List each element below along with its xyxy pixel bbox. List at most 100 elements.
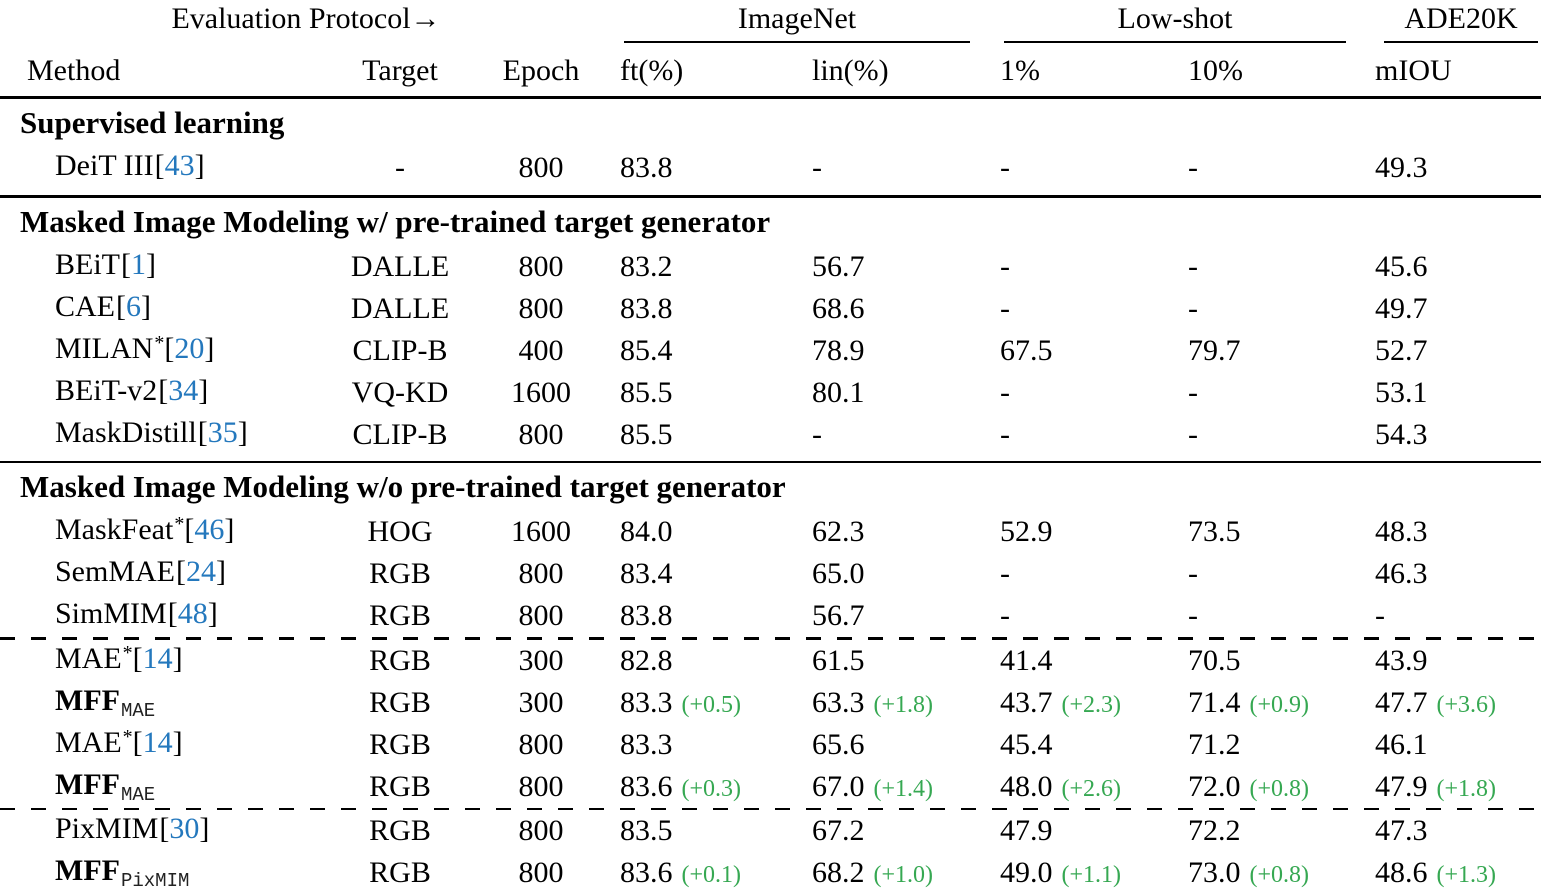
lin-value: 65.0 (812, 557, 865, 590)
lin-cell: 78.9 (812, 334, 1000, 368)
epoch-cell: 800 (518, 599, 564, 632)
method-cell: MAE*[14] (0, 642, 330, 680)
lowshot1-delta: (+2.3) (1061, 691, 1122, 718)
target-cell: RGB (369, 557, 431, 590)
table-row: BEiT-v2[34] VQ-KD 1600 85.5 80.1 - - 53.… (0, 372, 1541, 414)
column-header-epoch: Epoch (502, 54, 580, 87)
column-header-miou: mIOU (1375, 54, 1452, 87)
ft-cell: 83.8 (612, 151, 812, 185)
method-cell: MaskDistill[35] (0, 416, 330, 454)
citation-link[interactable]: 6 (126, 289, 141, 323)
lowshot1-value: - (1000, 249, 1010, 283)
miou-cell: - (1375, 599, 1541, 633)
target-cell: CLIP-B (352, 417, 448, 451)
epoch-cell: 800 (518, 727, 564, 761)
asterisk-superscript: * (122, 725, 133, 748)
lin-cell: 65.0 (812, 557, 1000, 591)
lin-value: 63.3 (812, 685, 865, 719)
miou-value: 45.6 (1375, 249, 1428, 283)
table-row: MILAN*[20] CLIP-B 400 85.4 78.9 67.5 79.… (0, 330, 1541, 372)
column-header-10pct: 10% (1188, 54, 1243, 87)
table-row: SimMIM[48] RGB 800 83.8 56.7 - - - (0, 595, 1541, 637)
cite-bracket-close: ] (141, 289, 151, 323)
miou-cell: 52.7 (1375, 334, 1541, 368)
citation-link[interactable]: 24 (186, 555, 216, 588)
citation-link[interactable]: 34 (168, 373, 199, 407)
ft-value: 83.6 (620, 769, 673, 803)
cite-bracket-close: ] (194, 149, 205, 182)
citation-link[interactable]: 20 (174, 331, 205, 365)
method-name: MAE (55, 725, 122, 759)
lin-cell: 62.3 (812, 515, 1000, 549)
miou-value: 49.7 (1375, 291, 1428, 325)
lin-cell: 63.3 (+1.8) (812, 686, 1000, 720)
miou-value: 52.7 (1375, 333, 1428, 367)
evaluation-protocol-label: Evaluation Protocol→ (171, 2, 441, 35)
lowshot1-cell: 47.9 (1000, 814, 1188, 848)
ft-value: 83.8 (620, 291, 673, 325)
ft-cell: 83.4 (612, 557, 812, 591)
cite-bracket-close: ] (172, 641, 183, 675)
miou-cell: 48.3 (1375, 515, 1541, 549)
cite-bracket-close: ] (204, 331, 215, 365)
ft-value: 82.8 (620, 643, 673, 677)
ft-value: 85.4 (620, 333, 673, 367)
citation-link[interactable]: 43 (164, 149, 195, 182)
lowshot1-cell: 52.9 (1000, 515, 1188, 549)
miou-value: 54.3 (1375, 417, 1428, 451)
dashed-divider (0, 807, 1541, 810)
column-header-method: Method (27, 54, 121, 87)
lin-cell: 68.6 (812, 292, 1000, 326)
table-row: PixMIM[30] RGB 800 83.5 67.2 47.9 72.2 4… (0, 810, 1541, 852)
lowshot10-value: - (1188, 417, 1198, 451)
citation-link[interactable]: 46 (194, 513, 225, 546)
ft-delta: (+0.1) (681, 862, 742, 888)
lin-value: 67.2 (812, 814, 865, 847)
miou-cell: 53.1 (1375, 376, 1541, 410)
group-header-imagenet: ImageNet (624, 2, 970, 43)
ft-value: 83.3 (620, 685, 673, 719)
ft-value: 84.0 (620, 515, 673, 548)
lowshot10-value: 79.7 (1188, 333, 1241, 367)
citation-link[interactable]: 1 (131, 247, 146, 281)
citation-link[interactable]: 30 (169, 812, 200, 845)
citation-link[interactable]: 48 (177, 597, 208, 630)
lowshot1-value: 52.9 (1000, 515, 1053, 548)
lowshot1-delta: (+2.6) (1061, 775, 1122, 802)
lowshot10-delta: (+0.8) (1249, 775, 1310, 802)
table-row: SemMAE[24] RGB 800 83.4 65.0 - - 46.3 (0, 553, 1541, 595)
lin-value: 78.9 (812, 333, 865, 367)
lowshot10-value: 72.2 (1188, 814, 1241, 847)
miou-cell: 47.3 (1375, 814, 1541, 848)
target-cell: RGB (369, 685, 431, 719)
lowshot10-value: - (1188, 599, 1198, 632)
column-header-lin: lin(%) (812, 54, 889, 87)
miou-value: 49.3 (1375, 151, 1428, 184)
cite-bracket-open: [ (132, 641, 143, 675)
cite-bracket-open: [ (159, 812, 170, 845)
target-cell: RGB (369, 769, 431, 803)
method-cell: CAE[6] (0, 290, 330, 328)
citation-link[interactable]: 35 (207, 415, 238, 449)
lin-cell: 61.5 (812, 644, 1000, 678)
lowshot1-value: - (1000, 375, 1010, 409)
lowshot1-value: 49.0 (1000, 856, 1053, 889)
method-cell: MaskFeat*[46] (0, 513, 330, 551)
lowshot10-cell: - (1188, 292, 1375, 326)
citation-link[interactable]: 14 (142, 725, 173, 759)
lin-value: 68.2 (812, 856, 865, 889)
lowshot10-cell: - (1188, 418, 1375, 452)
lin-value: - (812, 151, 822, 184)
section-title-mim-without-generator: Masked Image Modeling w/o pre-trained ta… (20, 469, 786, 504)
target-cell: HOG (367, 515, 433, 548)
cite-bracket-close: ] (146, 247, 156, 281)
cite-bracket-close: ] (172, 725, 183, 759)
method-name: MILAN (55, 331, 154, 365)
table-row: DeiT III[43] - 800 83.8 - - - 49.3 (0, 147, 1541, 189)
lin-cell: 67.0 (+1.4) (812, 770, 1000, 804)
ft-cell: 83.5 (612, 814, 812, 848)
citation-link[interactable]: 14 (142, 641, 173, 675)
dashed-divider (0, 637, 1541, 640)
method-cell: PixMIM[30] (0, 812, 330, 850)
